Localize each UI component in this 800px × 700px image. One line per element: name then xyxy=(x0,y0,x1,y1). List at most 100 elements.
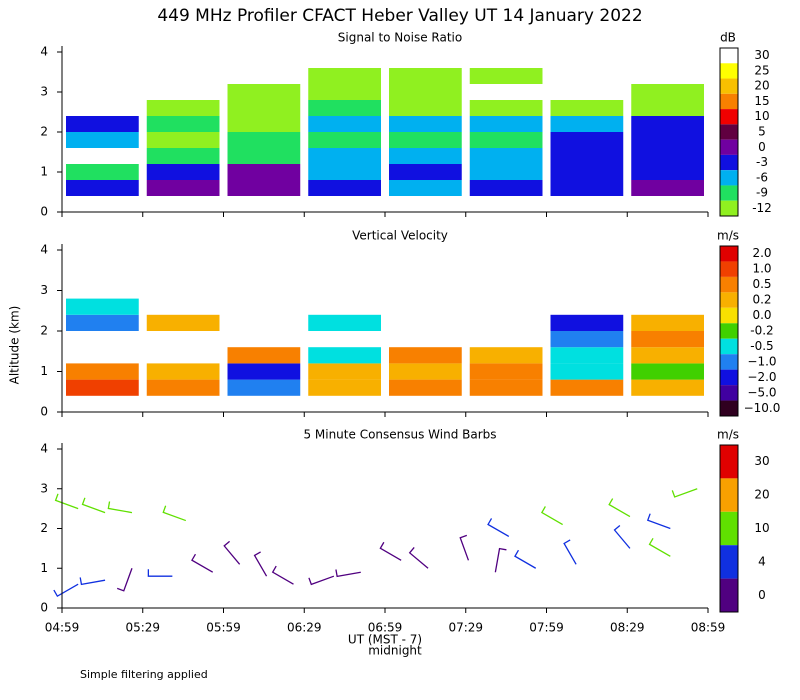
colorbar-band xyxy=(720,385,738,401)
colorbar-label: 0.5 xyxy=(752,277,771,291)
colorbar-band xyxy=(720,261,738,277)
colorbar-band xyxy=(720,292,738,308)
heatmap-cell xyxy=(146,180,220,196)
y-tick-label: 1 xyxy=(40,165,48,179)
heatmap-cell xyxy=(389,84,462,100)
heatmap-cell xyxy=(308,84,381,100)
colorbar-label: 30 xyxy=(754,48,769,62)
chart-title: 449 MHz Profiler CFACT Heber Valley UT 1… xyxy=(157,6,642,26)
wind-barb xyxy=(116,568,133,592)
heatmap-cell xyxy=(389,379,462,396)
y-tick-label: 4 xyxy=(40,243,48,257)
colorbar-label: -12 xyxy=(752,201,772,215)
colorbar-band xyxy=(720,445,738,479)
x-axis-label: UT (MST - 7) xyxy=(348,633,422,647)
colorbar-label: −5.0 xyxy=(747,385,776,399)
colorbar-label: 2.0 xyxy=(752,246,771,260)
heatmap-cell xyxy=(469,347,543,364)
colorbar-band xyxy=(720,185,738,201)
wind-barb xyxy=(514,549,537,569)
heatmap-cell xyxy=(550,116,624,132)
heatmap-cell xyxy=(550,331,624,348)
colorbar-unit: dB xyxy=(720,31,736,45)
colorbar-band xyxy=(720,369,738,386)
heatmap-cell xyxy=(550,132,624,148)
x-tick-label: 08:59 xyxy=(691,621,726,635)
heatmap-cell xyxy=(389,132,462,148)
x-tick-label: 05:29 xyxy=(125,621,160,635)
y-tick-label: 1 xyxy=(40,561,48,575)
heatmap-cell xyxy=(469,379,543,396)
x-tick-label: 06:59 xyxy=(368,621,403,635)
wind-barb xyxy=(81,497,106,514)
heatmap-cell xyxy=(550,164,624,180)
heatmap-cell xyxy=(146,164,220,180)
heatmap-cell xyxy=(227,379,301,396)
heatmap-cell xyxy=(146,379,220,396)
heatmap-cell xyxy=(66,164,139,180)
colorbar-label: 10 xyxy=(754,109,769,123)
heatmap-cell xyxy=(227,180,301,196)
panel-title: Vertical Velocity xyxy=(352,229,448,243)
y-tick-label: 3 xyxy=(40,85,48,99)
heatmap-cell xyxy=(389,100,462,116)
wind-barb xyxy=(608,498,631,518)
wind-barb xyxy=(223,540,241,565)
colorbar-band xyxy=(720,78,738,94)
panel-title: Signal to Noise Ratio xyxy=(338,31,462,45)
wind-barb xyxy=(540,506,563,526)
colorbar-band xyxy=(720,323,738,339)
colorbar-band xyxy=(720,338,738,355)
y-tick-label: 3 xyxy=(40,481,48,495)
panel-title: 5 Minute Consensus Wind Barbs xyxy=(303,428,496,442)
colorbar-label: −1.0 xyxy=(747,354,776,368)
wind-barb xyxy=(335,569,361,578)
x-tick-label: 05:59 xyxy=(206,621,241,635)
heatmap-cell xyxy=(469,363,543,380)
colorbar-band xyxy=(720,109,738,125)
colorbar-label: 20 xyxy=(754,488,769,502)
wind-barb xyxy=(53,583,79,598)
heatmap-cell xyxy=(308,164,381,180)
colorbar-label: 0.2 xyxy=(752,293,771,307)
heatmap-cell xyxy=(469,164,543,180)
wind-barb xyxy=(563,539,577,565)
colorbar-band xyxy=(720,48,738,64)
colorbar-label: -9 xyxy=(756,186,768,200)
heatmap-cell xyxy=(631,100,704,116)
wind-barb xyxy=(646,513,671,530)
heatmap-cell xyxy=(389,347,462,364)
colorbar-label: 0.0 xyxy=(752,308,771,322)
colorbar-frame xyxy=(719,444,739,613)
heatmap-cell xyxy=(308,68,381,84)
colorbar-band xyxy=(720,154,738,171)
heatmap-cell xyxy=(66,379,139,396)
heatmap-cell xyxy=(66,132,139,148)
heatmap-cell xyxy=(66,298,139,315)
colorbar-band xyxy=(720,511,738,546)
colorbar-label: 0 xyxy=(758,140,766,154)
heatmap-cell xyxy=(308,148,381,164)
colorbar-band xyxy=(720,200,738,216)
colorbar-label: 5 xyxy=(758,125,766,139)
wind-barb xyxy=(162,505,187,522)
colorbar-label: 30 xyxy=(754,454,769,468)
heatmap-cell xyxy=(389,68,462,84)
wind-barb xyxy=(671,488,698,498)
heatmap-cell xyxy=(66,116,139,132)
heatmap-cell xyxy=(550,100,624,116)
colorbar-label: 0 xyxy=(758,588,766,602)
colorbar-label: 4 xyxy=(758,554,766,568)
colorbar-unit: m/s xyxy=(717,428,739,442)
heatmap-cell xyxy=(631,314,704,331)
wind-barb xyxy=(494,547,507,573)
heatmap-cell xyxy=(308,116,381,132)
heatmap-cell xyxy=(227,148,301,164)
colorbar-label: −10.0 xyxy=(744,401,781,415)
y-tick-label: 2 xyxy=(40,521,48,535)
colorbar-frame xyxy=(719,47,739,217)
wind-barb xyxy=(487,518,510,538)
axis-frame xyxy=(61,443,708,609)
colorbar-label: -0.5 xyxy=(750,339,773,353)
y-tick-label: 2 xyxy=(40,125,48,139)
